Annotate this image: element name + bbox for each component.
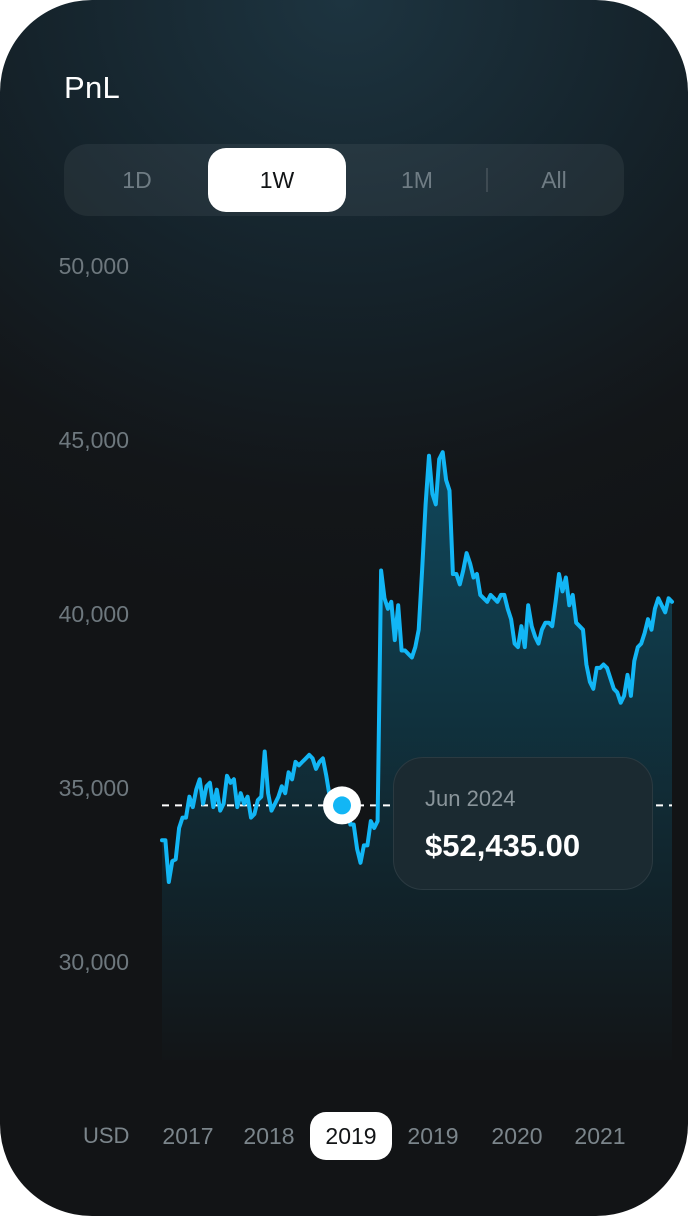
range-tabs: 1D 1W 1M All bbox=[64, 144, 624, 216]
y-tick-label: 45,000 bbox=[59, 427, 129, 453]
marker-dot bbox=[333, 796, 351, 815]
tooltip-date: Jun 2024 bbox=[425, 786, 516, 811]
x-tick-label-selected[interactable]: 2019 bbox=[310, 1112, 392, 1160]
x-tick-label[interactable]: 2021 bbox=[574, 1122, 626, 1149]
tab-divider bbox=[486, 168, 488, 192]
x-tick-label[interactable]: 2017 bbox=[162, 1122, 214, 1149]
x-tick-label[interactable]: 2019 bbox=[407, 1122, 459, 1149]
tab-1w[interactable]: 1W bbox=[208, 148, 346, 212]
tab-1d[interactable]: 1D bbox=[122, 166, 152, 193]
tab-all[interactable]: All bbox=[541, 166, 567, 193]
y-tick-label: 40,000 bbox=[59, 601, 129, 627]
x-tick-label[interactable]: 2020 bbox=[491, 1122, 543, 1149]
tooltip-value: $52,435.00 bbox=[425, 828, 581, 863]
y-tick-label: 35,000 bbox=[59, 775, 129, 801]
page-title: PnL bbox=[64, 70, 121, 105]
pnl-line bbox=[160, 450, 674, 884]
currency-unit-label: USD bbox=[83, 1123, 130, 1148]
y-tick-label: 50,000 bbox=[59, 253, 129, 279]
tab-1m[interactable]: 1M bbox=[401, 166, 433, 193]
x-tick-label[interactable]: 2018 bbox=[243, 1122, 295, 1149]
value-tooltip: Jun 2024 $52,435.00 bbox=[393, 757, 653, 890]
y-tick-label: 30,000 bbox=[59, 949, 129, 975]
pnl-area bbox=[162, 452, 672, 1060]
